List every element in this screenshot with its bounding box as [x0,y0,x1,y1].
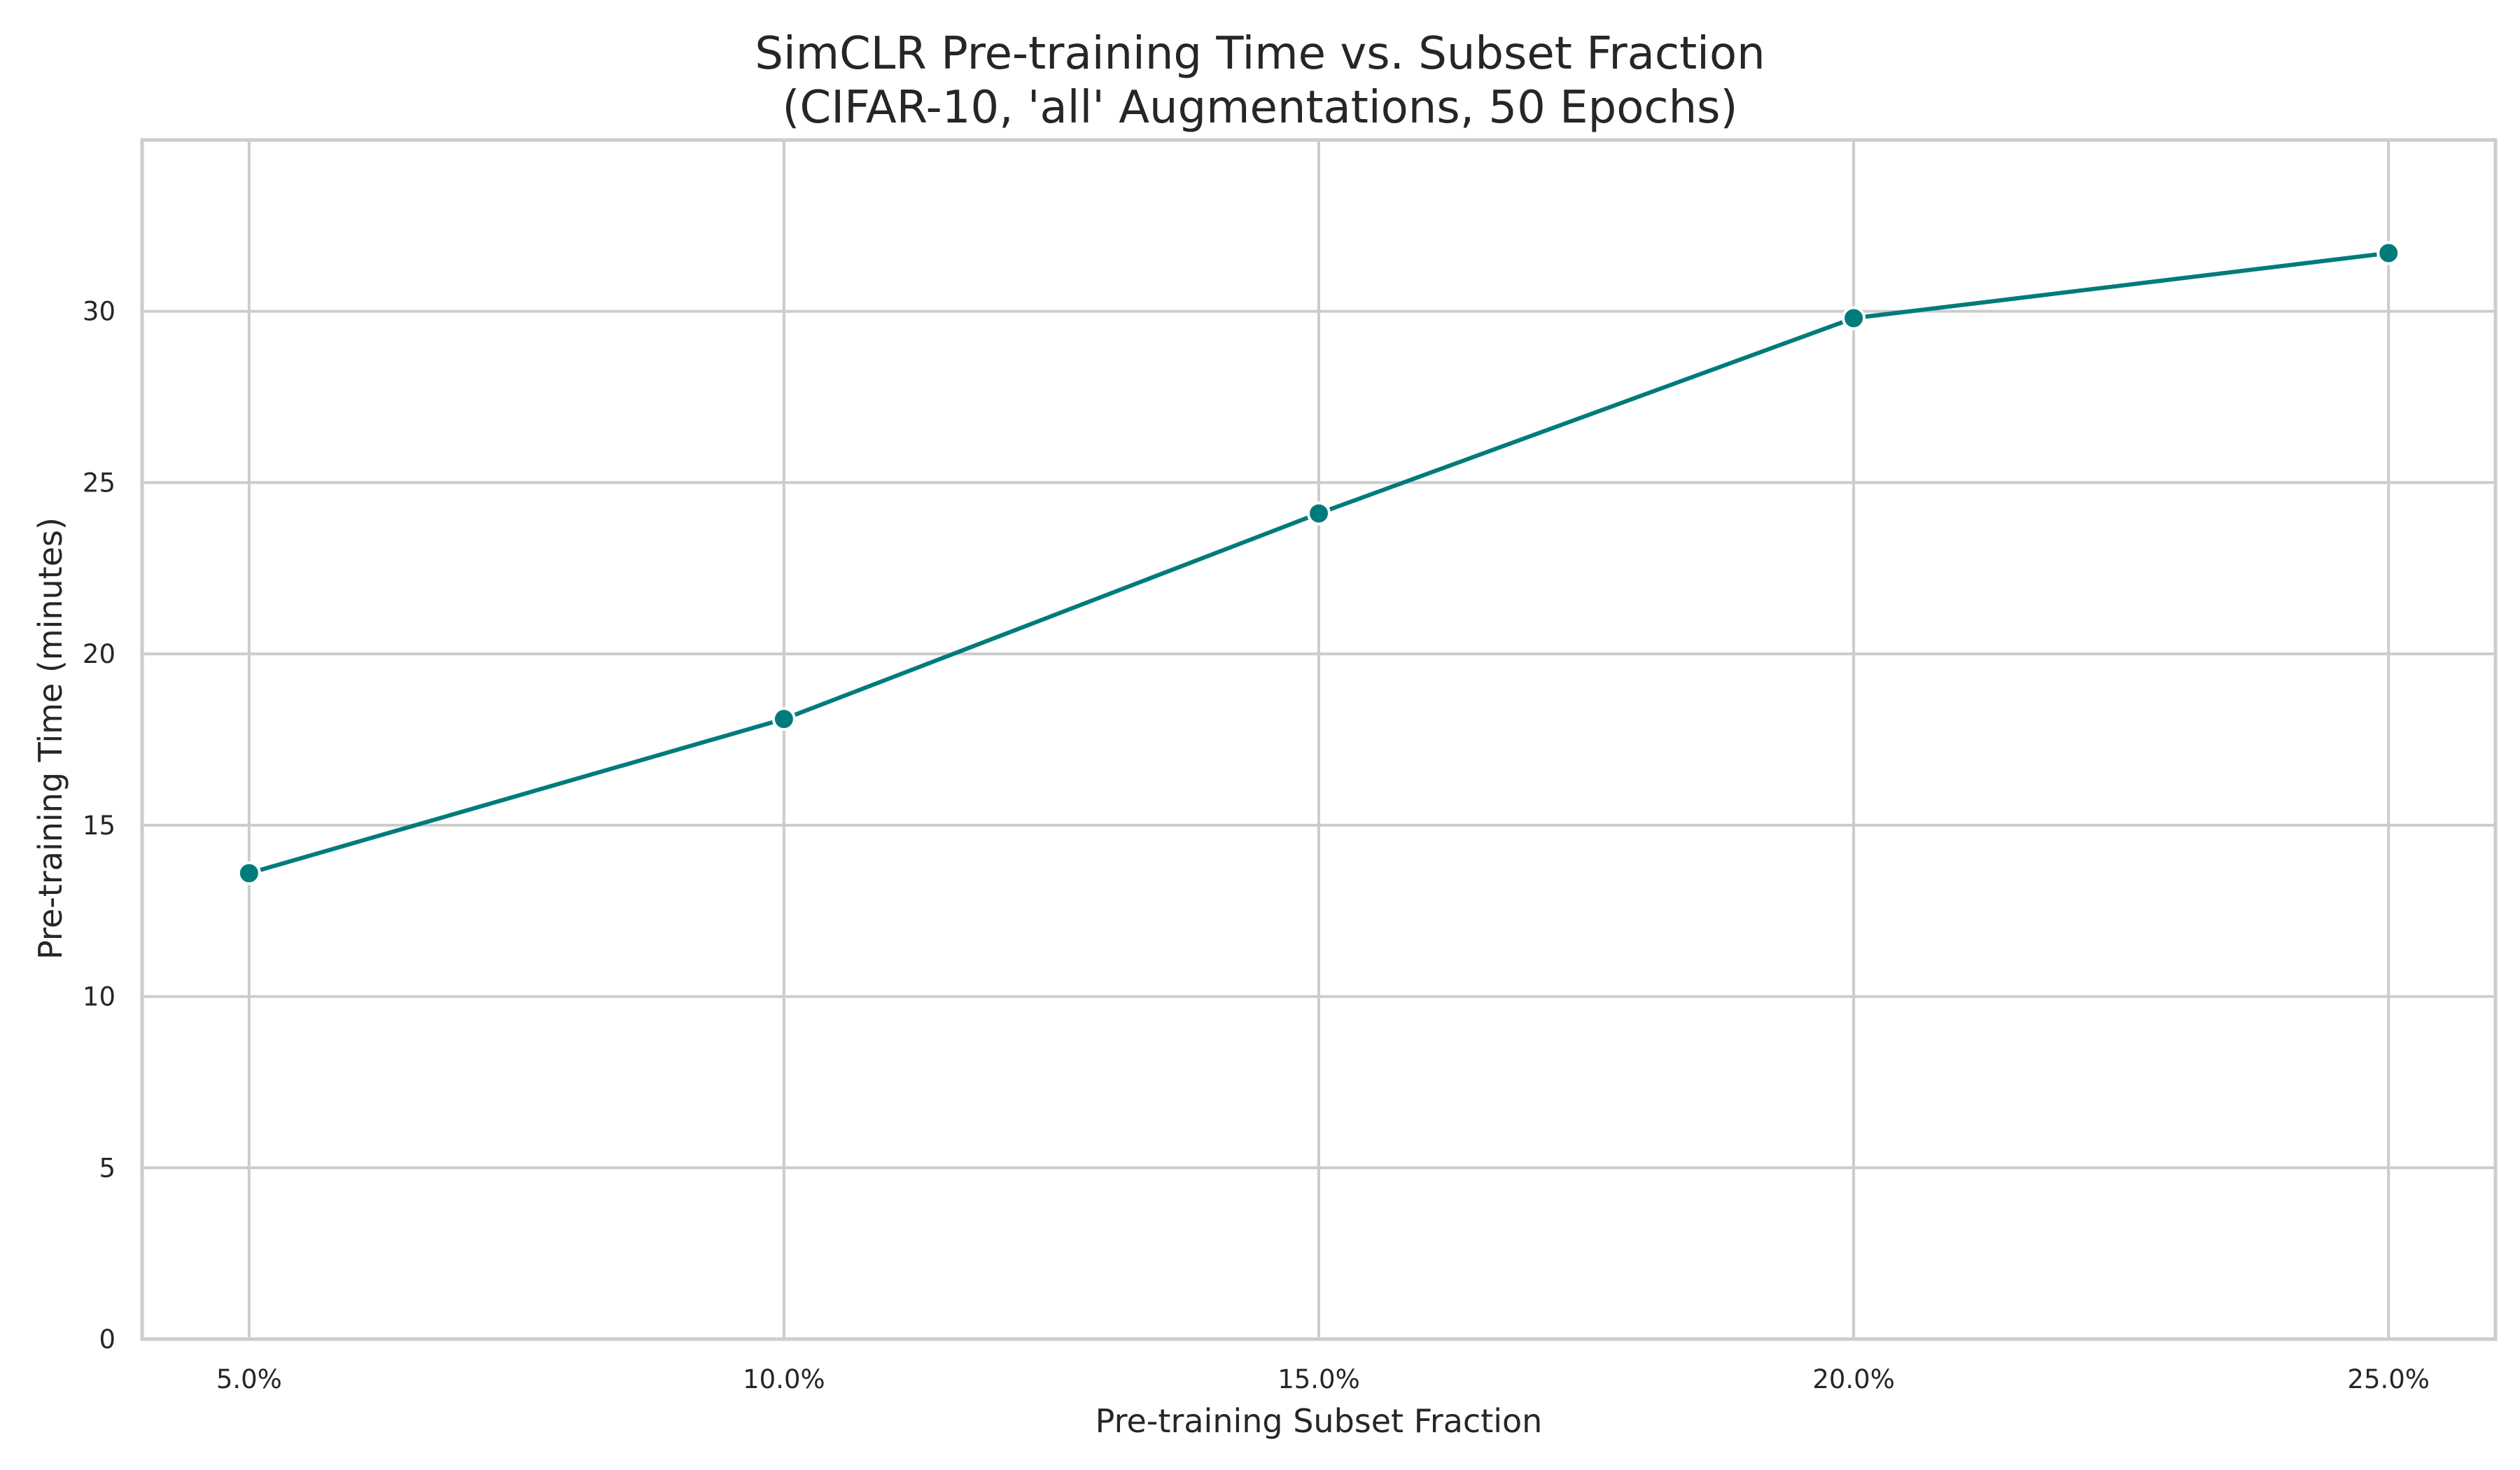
chart-title: SimCLR Pre-training Time vs. Subset Frac… [755,28,1765,80]
y-tick-label: 30 [83,297,115,327]
y-tick-label: 10 [83,982,115,1012]
data-point [1842,306,1866,330]
grid [142,140,2496,1340]
x-tick-label: 5.0% [216,1364,282,1394]
x-tick-label: 15.0% [1278,1364,1360,1394]
x-axis-label: Pre-training Subset Fraction [1096,1402,1543,1440]
plot-frame [140,138,2498,1341]
data-point [771,707,796,732]
series-layer [237,241,2401,886]
data-point [237,861,261,886]
x-tick-label: 25.0% [2347,1364,2430,1394]
y-tick-label: 25 [83,468,115,498]
data-point [2376,241,2401,265]
y-axis-ticks: 0 5 10 15 20 25 30 [83,297,115,1354]
y-tick-label: 5 [99,1153,115,1183]
y-tick-label: 15 [83,811,115,841]
y-tick-label: 20 [83,639,115,669]
chart-subtitle: (CIFAR-10, 'all' Augmentations, 50 Epoch… [783,82,1738,134]
y-axis-label: Pre-training Time (minutes) [31,517,69,960]
y-tick-label: 0 [99,1324,115,1354]
x-tick-label: 20.0% [1812,1364,1895,1394]
x-axis-ticks: 5.0% 10.0% 15.0% 20.0% 25.0% [216,1364,2430,1394]
data-point [1307,501,1331,526]
x-tick-label: 10.0% [743,1364,825,1394]
